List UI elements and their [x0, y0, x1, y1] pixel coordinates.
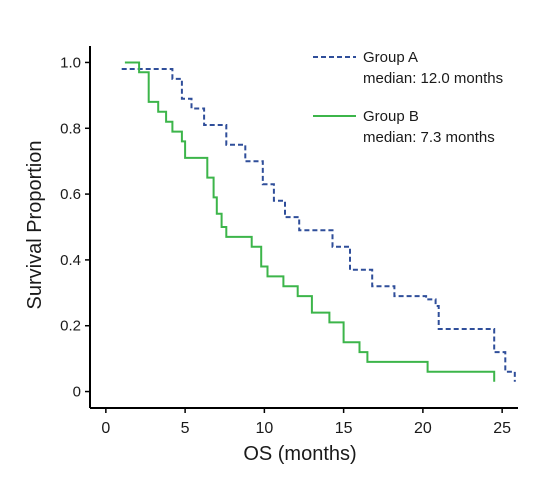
y-axis-ticks: 0 0.2 0.4 0.6 0.8 1.0: [60, 54, 90, 401]
x-tick-label: 25: [493, 420, 511, 437]
x-tick-label: 5: [181, 420, 190, 437]
x-tick-label: 15: [335, 420, 353, 437]
legend-label-group-a: Group A: [363, 49, 418, 66]
survival-curve-group-b: [124, 61, 496, 382]
legend-median-group-b: median: 7.3 months: [363, 129, 495, 146]
x-tick-label: 10: [255, 420, 273, 437]
x-tick-label: 20: [414, 420, 432, 437]
axes: [89, 46, 518, 409]
legend-label-group-b: Group B: [363, 108, 419, 125]
legend: Group A median: 12.0 months Group B medi…: [313, 49, 503, 146]
series-layer: [121, 61, 516, 382]
y-axis-title: Survival Proportion: [24, 141, 46, 310]
y-tick-label: 1.0: [60, 54, 81, 71]
x-tick-label: 0: [101, 420, 110, 437]
y-tick-label: 0.2: [60, 318, 81, 335]
y-tick-label: 0.4: [60, 252, 81, 269]
y-tick-label: 0: [73, 384, 81, 401]
survival-curve-group-a: [121, 68, 516, 382]
legend-median-group-a: median: 12.0 months: [363, 70, 503, 87]
x-axis-title: OS (months): [243, 443, 356, 465]
y-tick-label: 0.8: [60, 120, 81, 137]
x-axis-ticks: 0 5 10 15 20 25: [101, 408, 511, 437]
y-tick-label: 0.6: [60, 186, 81, 203]
